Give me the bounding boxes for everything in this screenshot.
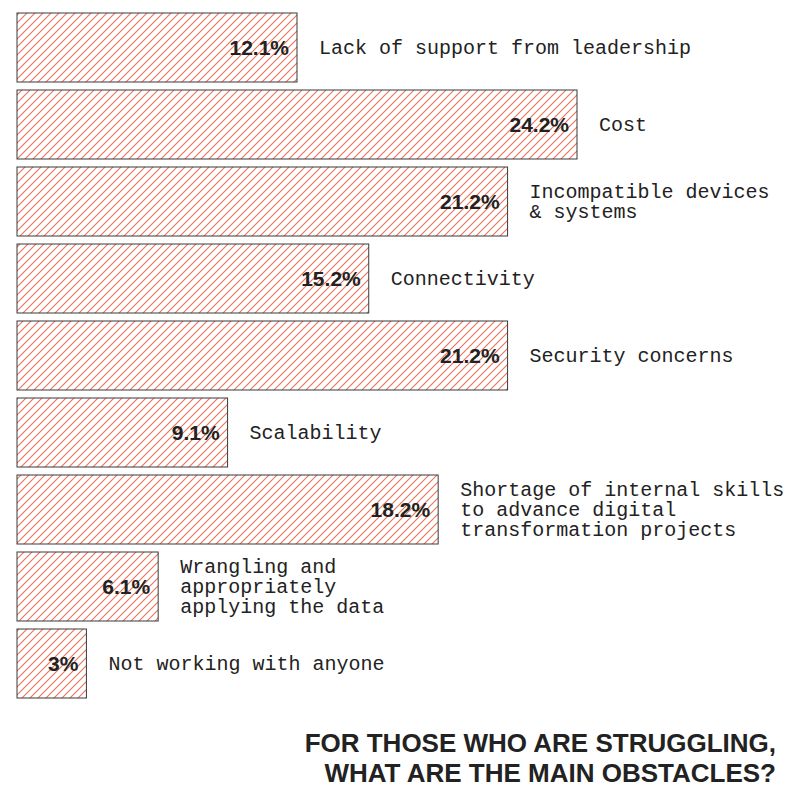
value-label: 21.2% [440, 190, 500, 213]
chart: 12.1% 24.2% 21.2% 15.2% 21.2% 9.1% 18.2% 6.1% 3%… [0, 0, 800, 808]
value-label: 18.2% [371, 498, 431, 521]
value-label: 6.1% [102, 575, 150, 598]
value-label: 15.2% [301, 267, 361, 290]
bar [17, 629, 86, 698]
category-label: Connectivity [391, 268, 535, 291]
category-label-line: applying the data [180, 596, 384, 619]
category-label: Not working with anyone [108, 653, 384, 676]
title: FOR THOSE WHO ARE STRUGGLING,WHAT ARE TH… [305, 728, 776, 788]
category-label-line: Cost [599, 114, 647, 137]
bar [17, 90, 577, 159]
category-label: Incompatible devices& systems [530, 181, 770, 224]
category-label: Shortage of internal skillsto advance di… [460, 479, 784, 542]
category-label-line: transformation projects [460, 519, 736, 542]
category-label: Lack of support from leadership [319, 37, 691, 60]
title-line: FOR THOSE WHO ARE STRUGGLING, [305, 728, 776, 758]
bar [17, 321, 508, 390]
category-label: Wrangling andappropriatelyapplying the d… [180, 556, 384, 619]
category-label-line: Lack of support from leadership [319, 37, 691, 60]
category-label: Cost [599, 114, 647, 137]
value-label: 21.2% [440, 344, 500, 367]
category-label-line: Connectivity [391, 268, 535, 291]
title-line: WHAT ARE THE MAIN OBSTACLES? [324, 758, 776, 788]
bar [17, 13, 297, 82]
value-label: 12.1% [229, 36, 289, 59]
bar [17, 475, 438, 544]
bar [17, 244, 369, 313]
value-label: 24.2% [509, 113, 569, 136]
bars [17, 13, 577, 698]
bar [17, 552, 158, 621]
category-label: Scalability [250, 422, 382, 445]
category-label-line: Security concerns [530, 345, 734, 368]
bar [17, 167, 508, 236]
labels: 12.1% 24.2% 21.2% 15.2% 21.2% 9.1% 18.2% 6.1% 3%… [48, 36, 784, 676]
category-label-line: Scalability [250, 422, 382, 445]
bar [17, 398, 228, 467]
category-label-line: Not working with anyone [108, 653, 384, 676]
category-label-line: & systems [530, 201, 638, 224]
value-label: 3% [48, 652, 79, 675]
category-label: Security concerns [530, 345, 734, 368]
value-label: 9.1% [172, 421, 220, 444]
